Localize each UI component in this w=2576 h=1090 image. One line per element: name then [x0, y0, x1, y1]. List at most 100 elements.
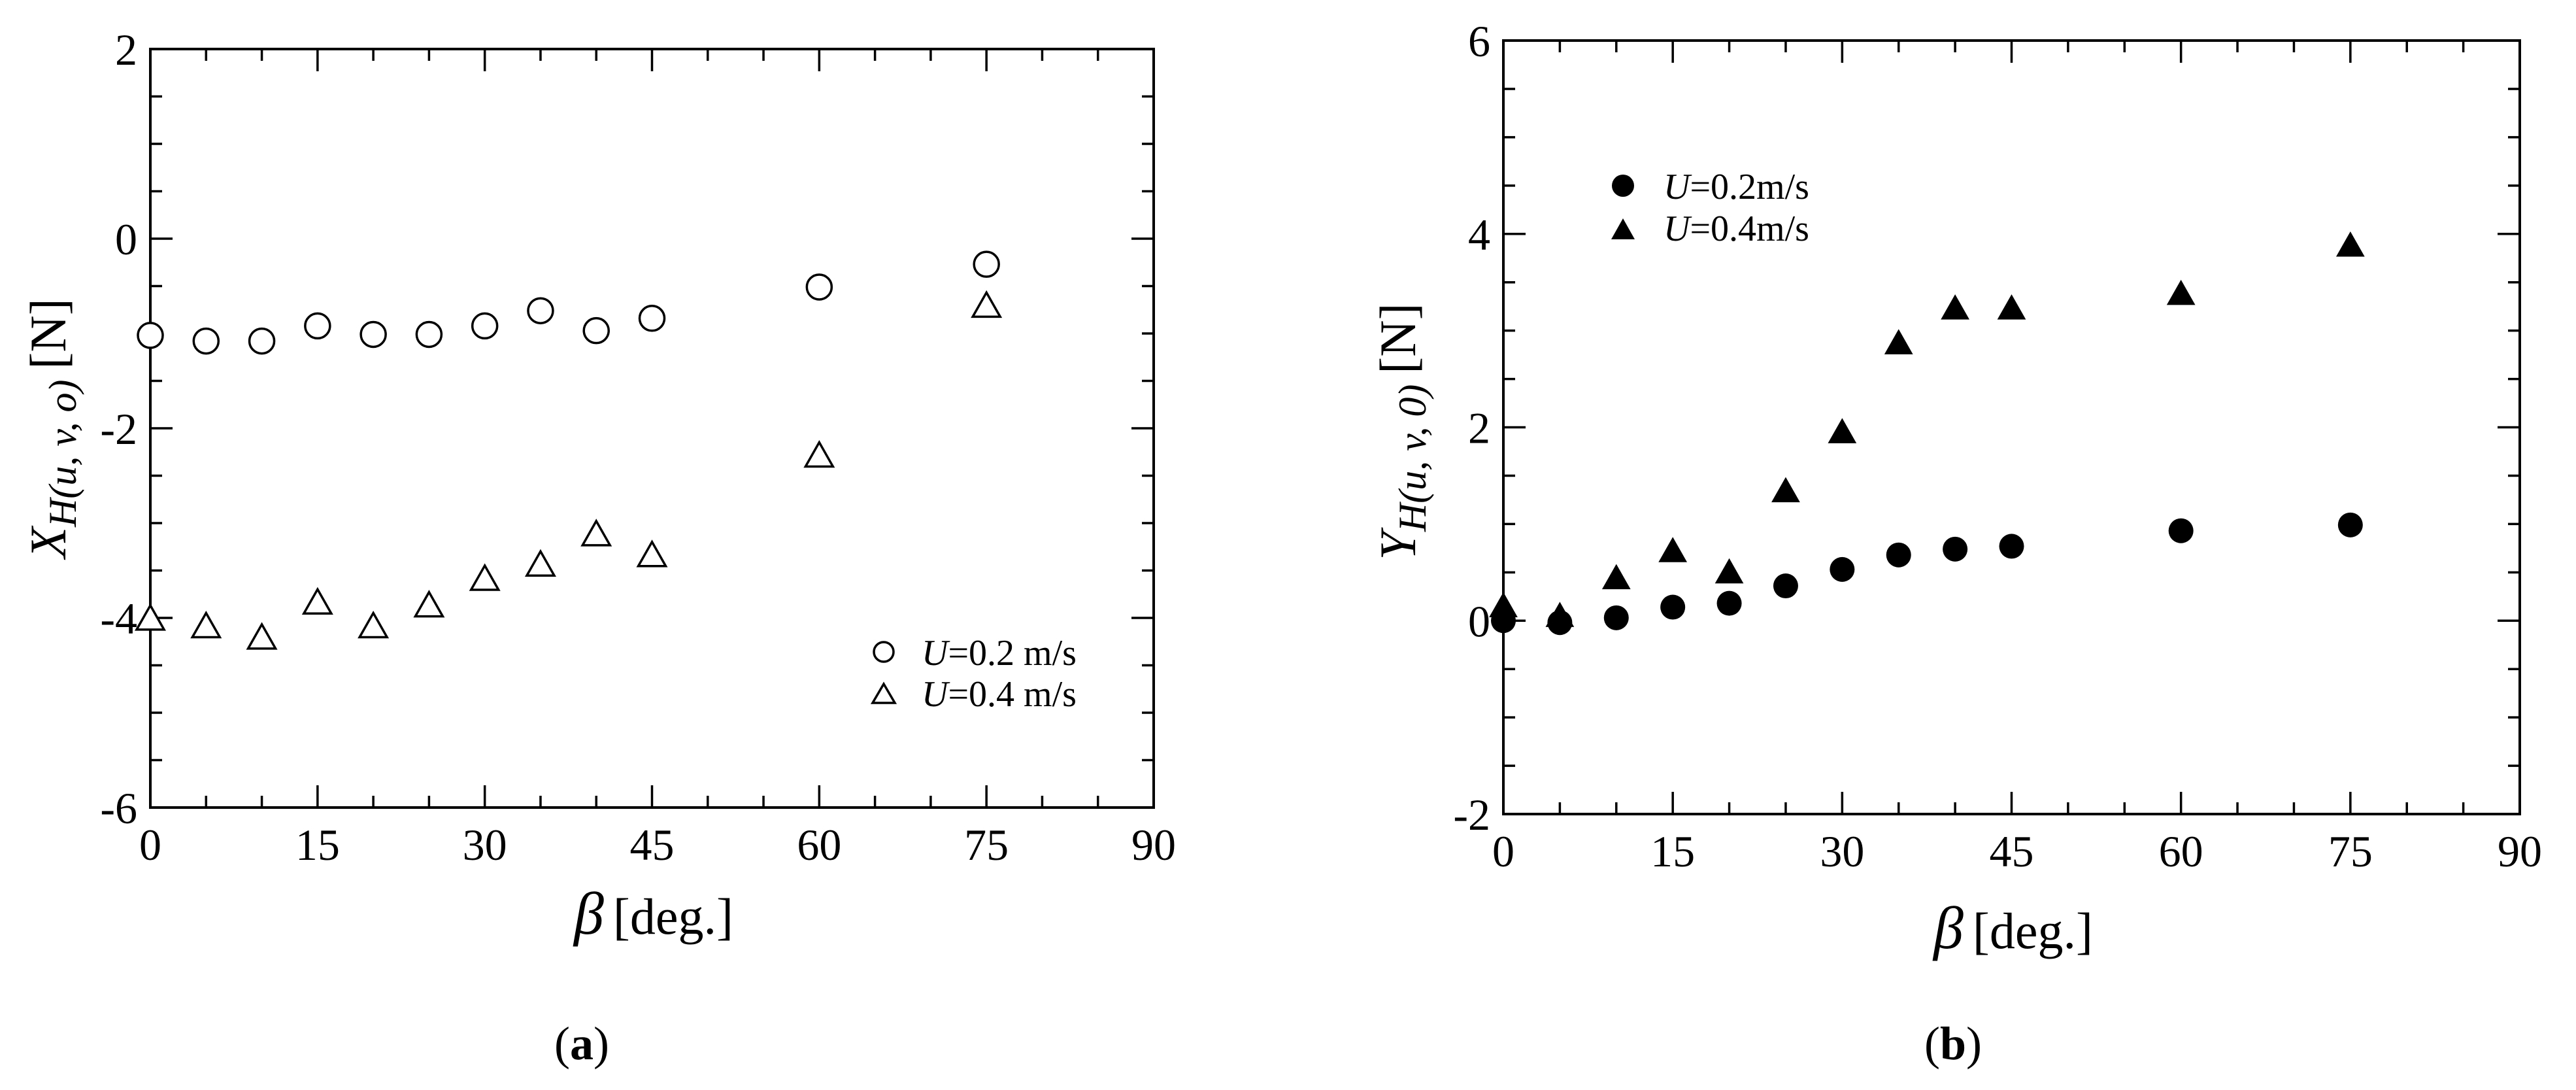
- x-tick-label: 15: [295, 820, 340, 870]
- data-point: [1660, 594, 1686, 620]
- data-point: [1828, 418, 1857, 443]
- chart-a-x-axis-label: β [deg.]: [573, 880, 733, 947]
- data-point: [803, 439, 835, 468]
- chart-b-points: [1489, 231, 2365, 636]
- chart-a-legend-label-0: U=0.2 m/s: [922, 633, 1077, 673]
- chart-b-legend-marker-0: [1612, 175, 1634, 197]
- data-point: [134, 603, 167, 631]
- data-point: [1601, 564, 1631, 590]
- x-tick-label: 30: [463, 820, 507, 870]
- y-tick-label: -4: [100, 594, 137, 643]
- x-tick-label: 90: [1131, 820, 1176, 870]
- x-tick-label: 75: [2328, 826, 2373, 876]
- data-point: [246, 622, 278, 650]
- y-tick-label: 0: [1468, 596, 1490, 646]
- data-point: [190, 610, 222, 639]
- chart-a-x-symbol: β: [573, 880, 604, 947]
- chart-b-legend: U=0.2m/s U=0.4m/s: [1611, 167, 1809, 249]
- chart-a-legend: U=0.2 m/s U=0.4 m/s: [870, 633, 1077, 715]
- data-point: [413, 590, 445, 618]
- chart-a-series-1: [134, 290, 1003, 650]
- chart-a-y-unit: [N]: [20, 298, 76, 369]
- data-point: [1489, 592, 1518, 618]
- data-point: [2335, 231, 2365, 257]
- chart-b-plot-frame: [1502, 39, 2521, 815]
- x-tick-label: 45: [630, 820, 675, 870]
- chart-a-legend-label-1: U=0.4 m/s: [922, 674, 1077, 715]
- chart-b-ticks: [1502, 39, 2521, 815]
- data-point: [638, 305, 666, 332]
- data-point: [971, 290, 1003, 318]
- y-tick-label: 4: [1468, 210, 1490, 260]
- data-point: [524, 549, 556, 577]
- data-point: [973, 250, 1000, 278]
- data-point: [301, 587, 333, 615]
- y-tick-label: -2: [1453, 790, 1490, 840]
- data-point: [1997, 294, 2026, 320]
- x-tick-label: 30: [1820, 826, 1864, 876]
- data-point: [1886, 542, 1911, 568]
- chart-a-plot-frame: [149, 48, 1155, 809]
- chart-b-legend-marker-1: [1611, 218, 1635, 239]
- chart-a-y-symbol: X: [20, 525, 76, 560]
- y-tick-label: 6: [1468, 16, 1490, 66]
- data-point: [360, 320, 387, 349]
- y-tick-label: -6: [100, 783, 137, 833]
- data-point: [636, 539, 668, 568]
- chart-b-x-text: [deg.]: [1973, 902, 2093, 959]
- data-point: [2168, 518, 2194, 543]
- data-point: [1773, 573, 1798, 599]
- x-tick-label: 75: [964, 820, 1009, 870]
- data-point: [580, 519, 612, 547]
- y-tick-label: 0: [115, 214, 137, 264]
- data-point: [1603, 605, 1629, 630]
- data-point: [1715, 558, 1744, 584]
- x-tick-label: 90: [2498, 826, 2542, 876]
- data-point: [1830, 556, 1855, 582]
- x-tick-label: 15: [1650, 826, 1695, 876]
- data-point: [1658, 537, 1688, 562]
- x-tick-label: 0: [1492, 826, 1514, 876]
- chart-a-x-text: [deg.]: [613, 888, 733, 945]
- chart-b-y-symbol: Y: [1369, 527, 1426, 560]
- data-point: [358, 610, 390, 639]
- data-point: [1884, 329, 1913, 354]
- chart-a-legend-marker-1: [870, 681, 897, 704]
- data-point: [1941, 294, 1969, 320]
- chart-b-y-axis-label: YH(u, v, 0) [N]: [1369, 303, 1434, 560]
- chart-a-y-subscript: H(u, v, o): [41, 380, 84, 528]
- x-tick-label: 45: [1990, 826, 2034, 876]
- chart-a-legend-marker-0: [873, 641, 895, 663]
- data-point: [582, 316, 610, 345]
- chart-b-x-symbol: β: [1932, 894, 1964, 961]
- data-point: [304, 312, 331, 340]
- data-point: [1943, 536, 1968, 562]
- data-point: [527, 297, 554, 324]
- chart-b-series-1: [1489, 231, 2365, 627]
- chart-b-legend-label-0: U=0.2m/s: [1664, 167, 1809, 207]
- data-point: [2166, 279, 2196, 305]
- chart-b-y-unit: [N]: [1369, 303, 1426, 373]
- data-point: [469, 563, 501, 591]
- chart-a: 0 15 30 45 60 75 90 -6 -4 -2 0 2 β [deg.] XH(u, v, o…: [20, 25, 1176, 1070]
- chart-b-y-subscript: H(u, v, 0): [1391, 384, 1434, 532]
- data-point: [1771, 477, 1800, 503]
- y-tick-label: -2: [100, 404, 137, 454]
- data-point: [192, 327, 220, 355]
- chart-b-x-axis-label: β [deg.]: [1932, 894, 2093, 961]
- data-point: [1999, 534, 2024, 559]
- x-tick-label: 60: [2159, 826, 2203, 876]
- x-tick-label: 60: [797, 820, 841, 870]
- data-point: [137, 322, 164, 349]
- data-point: [471, 312, 499, 340]
- y-tick-label: 2: [115, 25, 137, 75]
- chart-a-tick-labels: 0 15 30 45 60 75 90 -6 -4 -2 0 2: [100, 25, 1176, 870]
- x-tick-label: 0: [139, 820, 161, 870]
- y-tick-label: 2: [1468, 403, 1490, 453]
- data-point: [2337, 512, 2363, 537]
- chart-a-caption: (a): [554, 1017, 609, 1070]
- chart-a-series-0: [137, 250, 1000, 355]
